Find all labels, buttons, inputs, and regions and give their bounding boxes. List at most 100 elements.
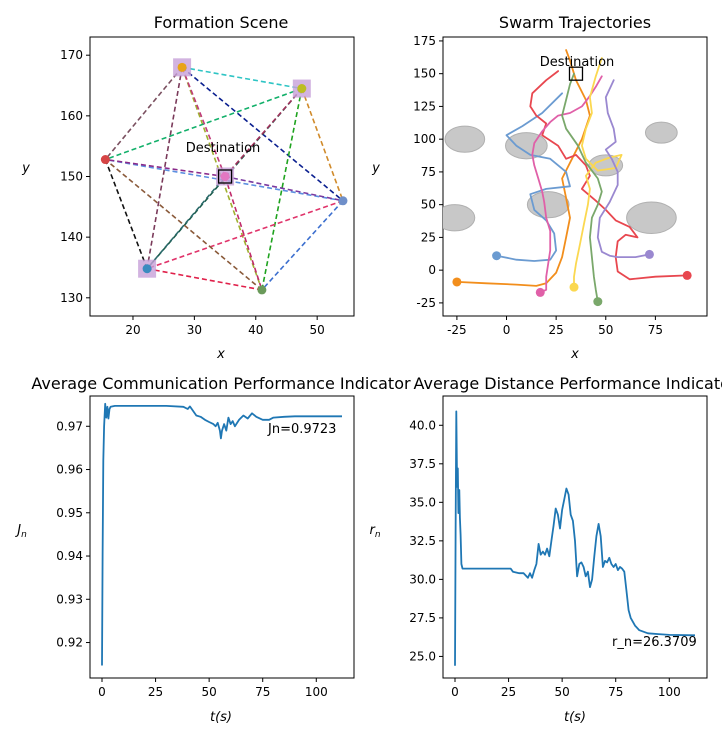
formation-destination-marker [217,169,233,184]
communication-ylabel-sub: n [21,530,27,540]
communication-xtick-label: 50 [202,685,217,699]
communication-xlabel: t(s) [210,710,232,725]
formation-agent-point [142,264,152,274]
swarm-title: Swarm Trajectories [499,13,651,32]
formation-link [104,159,148,269]
swarm-obstacle [626,201,677,234]
formation-link [224,175,344,202]
swarm-obstacle [443,204,476,232]
swarm-ytick-label: 50 [421,198,436,212]
distance-ylabel: rn [369,523,380,540]
distance-frame [442,395,708,679]
formation-link [105,158,226,178]
distance-xlabel: t(s) [564,710,586,725]
swarm-paths [456,49,689,303]
distance-series [454,410,696,666]
formation-link [104,158,263,291]
swarm-ytick-label: 150 [413,67,436,81]
distance-ylabel-sub: n [375,530,381,540]
distance-xtick-label: 0 [451,685,459,699]
communication-xtick-label: 75 [255,685,270,699]
formation-agent-point [297,84,307,94]
formation-link [181,66,302,90]
communication-xtick-label: 100 [305,685,328,699]
formation-link [146,200,344,270]
swarm-ylabel: y [371,161,380,176]
communication-line [101,402,342,666]
formation-link [224,88,303,178]
swarm-start-point [452,277,462,287]
communication-ylabel: Jn [14,523,27,540]
distance-xtick-label: 25 [501,685,516,699]
formation-link [224,176,263,291]
swarm-xtick-label: 50 [598,323,613,337]
distance-xtick-label: 75 [608,685,623,699]
swarm-xtick-label: 25 [549,323,564,337]
communication-series [101,402,342,666]
formation-title: Formation Scene [154,13,289,32]
communication-ytick-label: 0.95 [56,506,83,520]
formation-ytick-label: 140 [60,230,83,244]
swarm-obstacle [526,191,570,219]
formation-agent-point [220,172,230,181]
swarm-ytick-label: 75 [421,165,436,179]
swarm-obstacle [644,121,678,144]
swarm-ytick-label: -25 [416,296,436,310]
distance-ticks: 0 25 50 75 100 25.0 27.5 30.0 32.5 35.0 37.5 40.0 [409,418,680,699]
formation-ytick-label: 160 [60,109,83,123]
distance-ytick-label: 35.0 [409,495,436,509]
distance-ytick-label: 32.5 [409,534,436,548]
swarm-trajectories-panel: Swarm Trajectories -25 0 25 50 75 -25 0 25 50 75 1… [371,13,708,362]
swarm-ytick-label: 25 [421,230,436,244]
swarm-start-point [644,249,654,259]
distance-ytick-label: 30.0 [409,572,436,586]
formation-link [301,88,344,202]
swarm-ytick-label: 0 [428,263,436,277]
formation-agent-point [257,285,267,295]
formation-destination-label: Destination [186,141,261,156]
swarm-path [495,92,571,262]
swarm-start-point [682,270,692,280]
formation-xtick-label: 50 [310,323,325,337]
swarm-obstacle [444,125,486,153]
swarm-destination-label: Destination [540,55,615,70]
formation-links [104,66,344,291]
formation-scene-panel: Formation Scene 20 30 40 50130140150160170 … [21,13,355,362]
formation-ytick-label: 170 [60,48,83,62]
communication-ytick-label: 0.93 [56,592,83,606]
formation-link [261,200,344,291]
swarm-markers [452,66,692,307]
formation-ylabel: y [21,161,30,176]
formation-link [146,267,263,291]
swarm-obstacle [505,132,548,160]
formation-link [146,175,226,270]
swarm-ytick-label: 100 [413,132,436,146]
swarm-path [456,49,591,287]
swarm-xtick-label: 0 [503,323,511,337]
swarm-ytick-label: 175 [413,34,436,48]
communication-ytick-label: 0.92 [56,636,83,650]
formation-link [181,67,226,177]
swarm-start-point [535,287,545,297]
swarm-path [531,75,603,294]
distance-title: Average Distance Performance Indicator [413,374,722,393]
distance-ytick-label: 37.5 [409,457,436,471]
communication-xtick-label: 25 [148,685,163,699]
formation-xtick-label: 40 [248,323,263,337]
swarm-start-point [569,282,579,292]
formation-agent-point [338,196,348,206]
swarm-destination-marker [568,66,584,81]
formation-link [261,88,303,291]
communication-frame [89,395,355,679]
swarm-start-point [593,297,603,307]
communication-final-label: Jn=0.9723 [267,422,336,437]
distance-ytick-label: 25.0 [409,649,436,663]
formation-link [104,66,183,161]
formation-xlabel: x [216,347,225,362]
swarm-path [573,57,623,289]
communication-title: Average Communication Performance Indica… [31,374,411,393]
swarm-obstacles [443,121,678,234]
distance-final-label: r_n=26.3709 [612,635,697,650]
communication-ytick-label: 0.94 [56,549,83,563]
